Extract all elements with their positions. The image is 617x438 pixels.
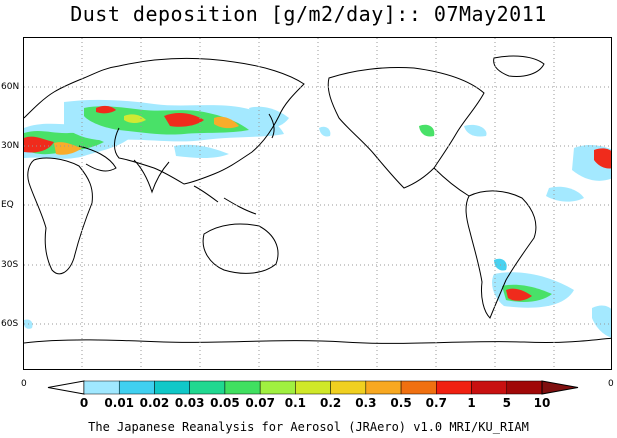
- colorbar-tick-label: 0: [79, 396, 89, 410]
- colorbar-tick-label: 0.7: [425, 396, 447, 410]
- colorbar-tick-label: 0.05: [210, 396, 240, 410]
- lat-label-eq: EQ: [1, 200, 14, 210]
- colorbar-swatch: [83, 380, 120, 395]
- colorbar-tick-label: 0.03: [174, 396, 205, 410]
- colorbar-right-end-label: 0: [608, 379, 614, 389]
- colorbar-tick-label: 0.3: [355, 396, 377, 410]
- map-plot-area: [23, 37, 612, 370]
- colorbar-swatch: [295, 380, 331, 395]
- lat-label-30n: 30N: [1, 141, 20, 151]
- lat-label-60n: 60N: [1, 82, 20, 92]
- colorbar-swatch: [365, 380, 402, 395]
- footer-credit: The Japanese Reanalysis for Aerosol (JRA…: [88, 420, 529, 434]
- colorbar-tick-label: 0.02: [139, 396, 170, 410]
- colorbar-swatch: [436, 380, 472, 395]
- colorbar-tick-label: 0.07: [245, 396, 275, 410]
- colorbar-swatch: [259, 380, 296, 395]
- colorbar-tick-label: 0.5: [390, 396, 412, 410]
- colorbar-swatch: [471, 380, 508, 395]
- colorbar-tick-label: 0.1: [284, 396, 307, 410]
- world-map: [24, 38, 611, 369]
- colorbar-swatch: [506, 380, 543, 395]
- colorbar-tick-label: 0.2: [319, 396, 342, 410]
- colorbar-tick-label: 5: [502, 396, 511, 410]
- colorbar: [0, 370, 617, 410]
- map-title: Dust deposition [g/m2/day]:: 07May2011: [70, 2, 547, 26]
- colorbar-swatches: [47, 380, 579, 395]
- lat-label-60s: 60S: [1, 319, 19, 329]
- graticule: [24, 38, 611, 369]
- colorbar-swatch: [118, 380, 155, 395]
- colorbar-swatch: [47, 380, 85, 395]
- colorbar-swatch: [400, 380, 437, 395]
- lat-label-30s: 30S: [1, 260, 19, 270]
- colorbar-swatch: [330, 380, 367, 395]
- colorbar-left-end-label: 0: [21, 379, 27, 389]
- colorbar-tick-label: 10: [533, 396, 551, 410]
- colorbar-tick-label: 0.01: [104, 396, 135, 410]
- colorbar-swatch: [541, 380, 579, 395]
- colorbar-swatch: [189, 380, 226, 395]
- colorbar-swatch: [154, 380, 190, 395]
- colorbar-tick-label: 1: [467, 396, 476, 410]
- coastlines: [24, 55, 611, 344]
- colorbar-swatch: [224, 380, 261, 395]
